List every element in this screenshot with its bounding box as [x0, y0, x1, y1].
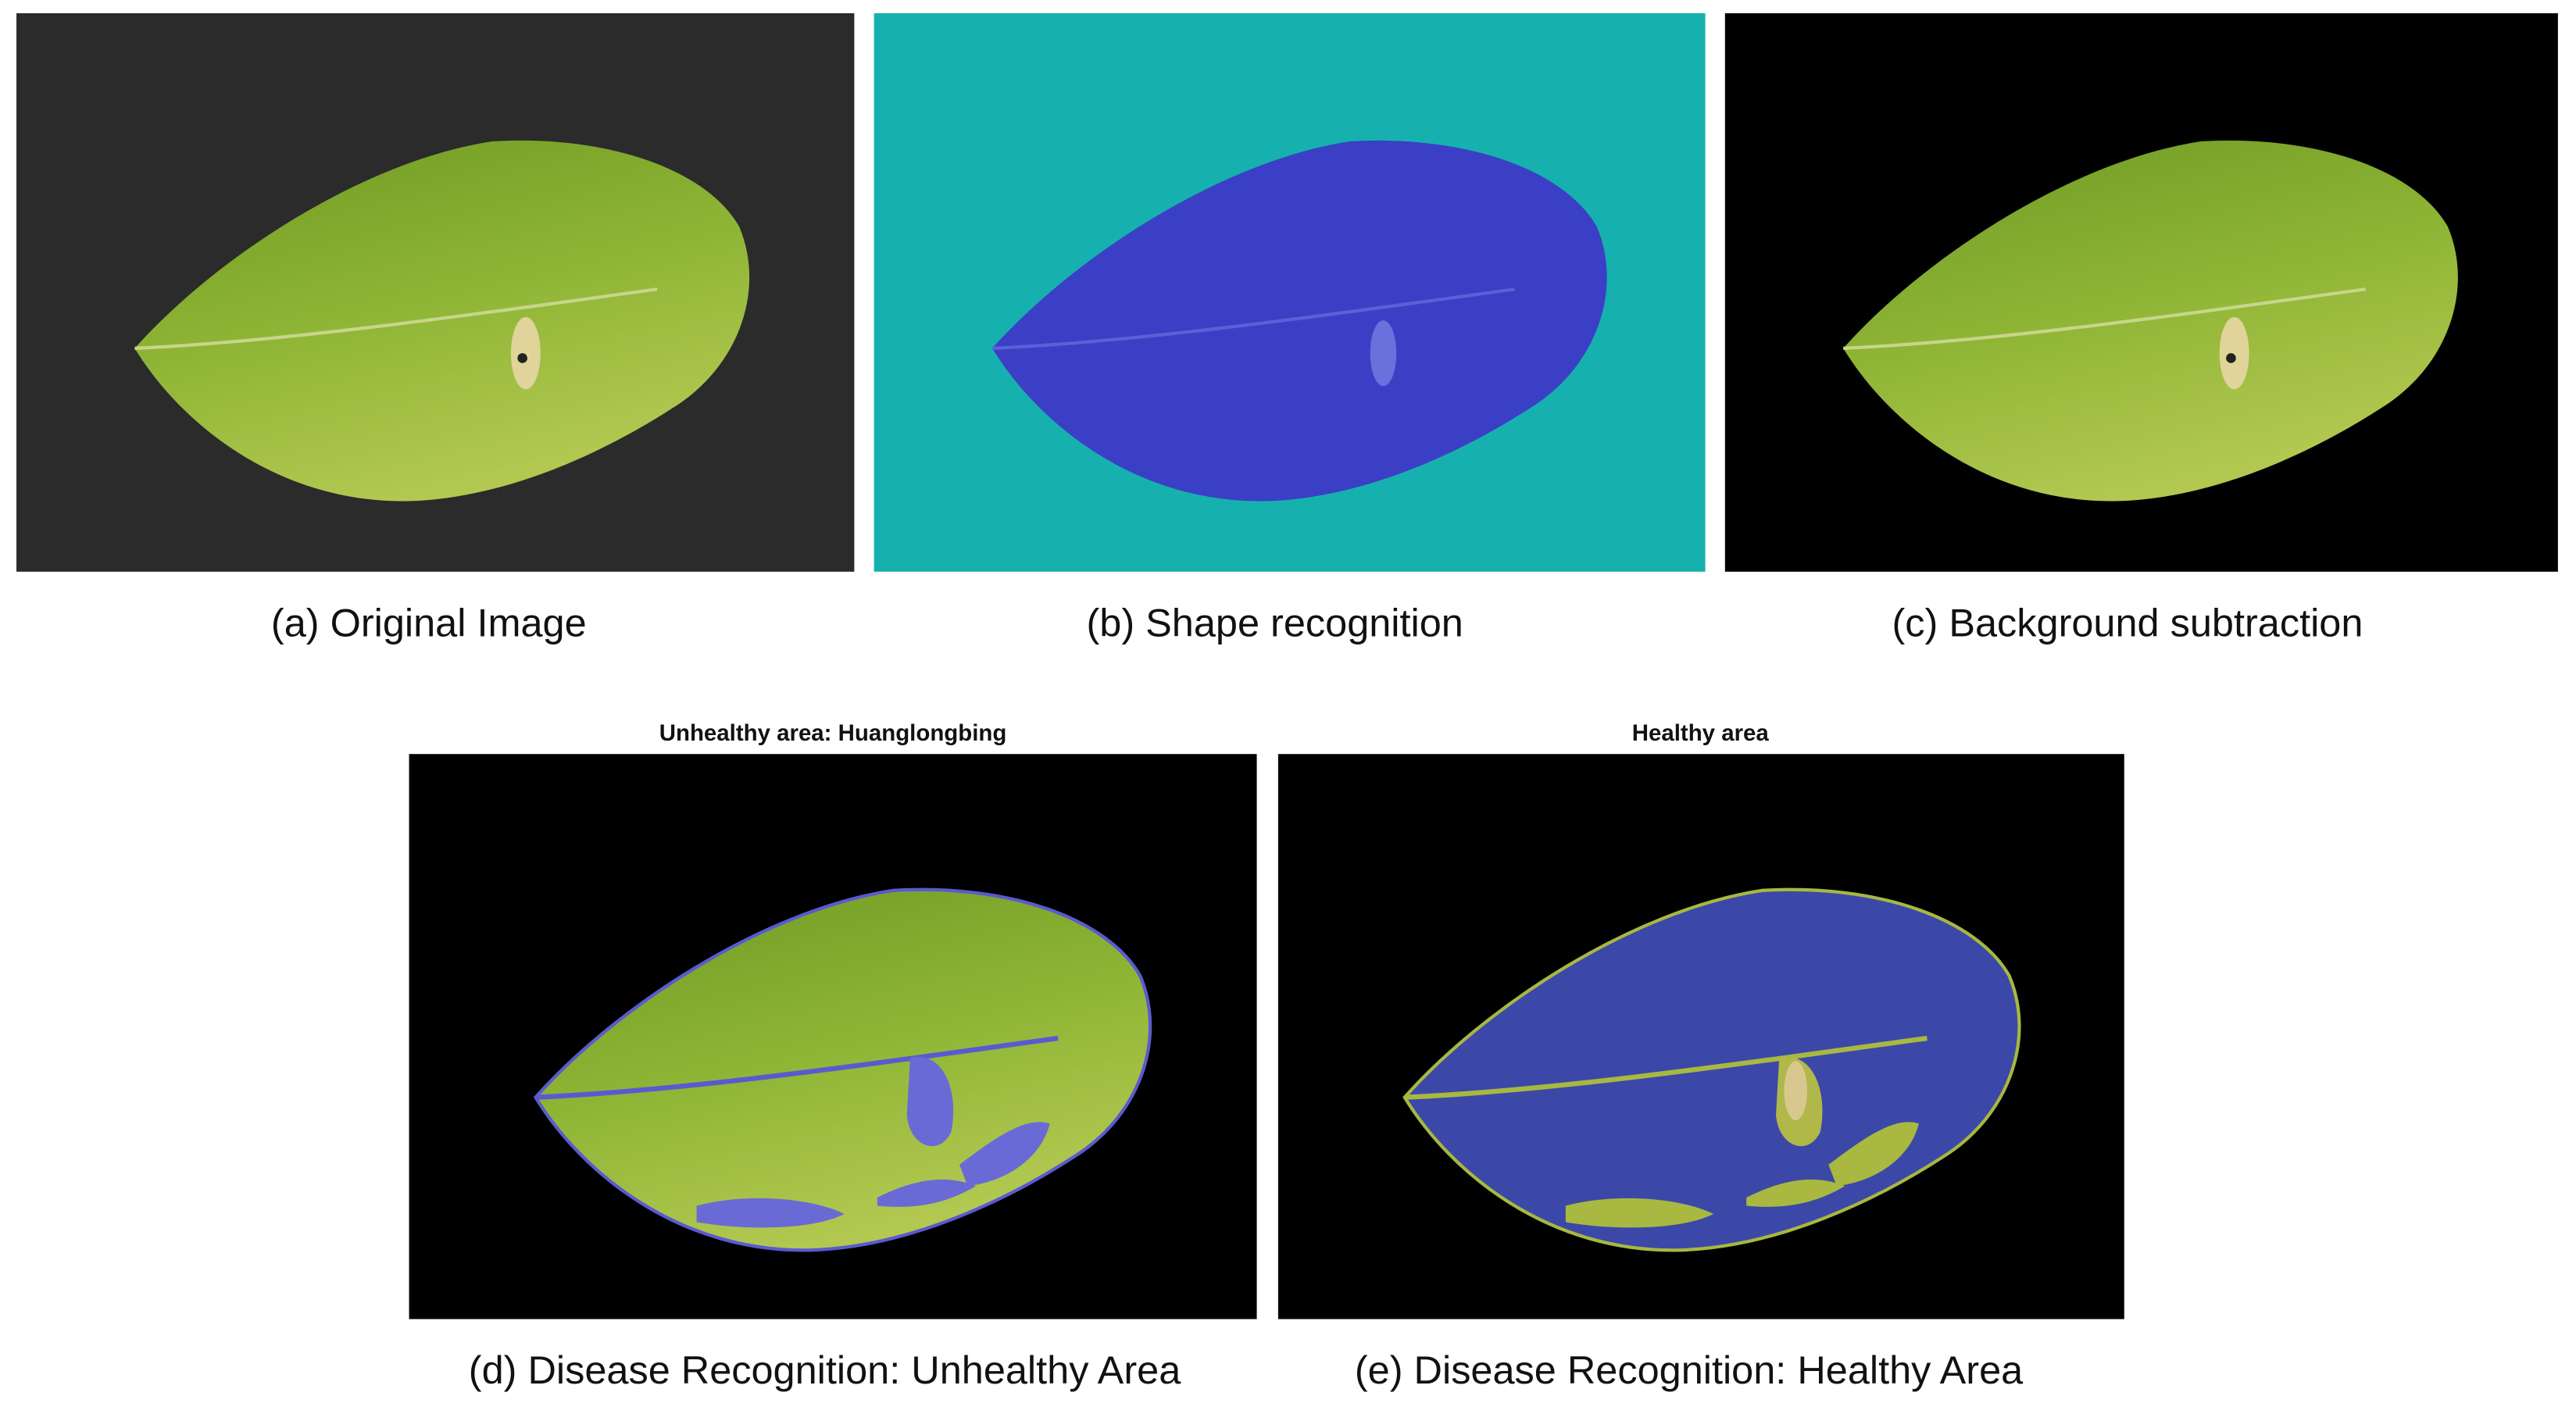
caption: (b) Shape recognition: [1086, 601, 1463, 645]
panel-e: [1277, 754, 2124, 1319]
panel-title: Unhealthy area: Huanglongbing: [659, 720, 1007, 746]
caption: (e) Disease Recognition: Healthy Area: [1355, 1348, 2024, 1392]
caption: (a) Original Image: [271, 601, 587, 645]
caption: (c) Background subtraction: [1892, 601, 2363, 645]
panel-b: [874, 12, 1706, 572]
panel-a: [16, 12, 855, 572]
panel-c: [1724, 12, 2558, 572]
panel-d: [409, 754, 1257, 1319]
panel-title: Healthy area: [1632, 720, 1770, 746]
caption: (d) Disease Recognition: Unhealthy Area: [469, 1348, 1181, 1392]
